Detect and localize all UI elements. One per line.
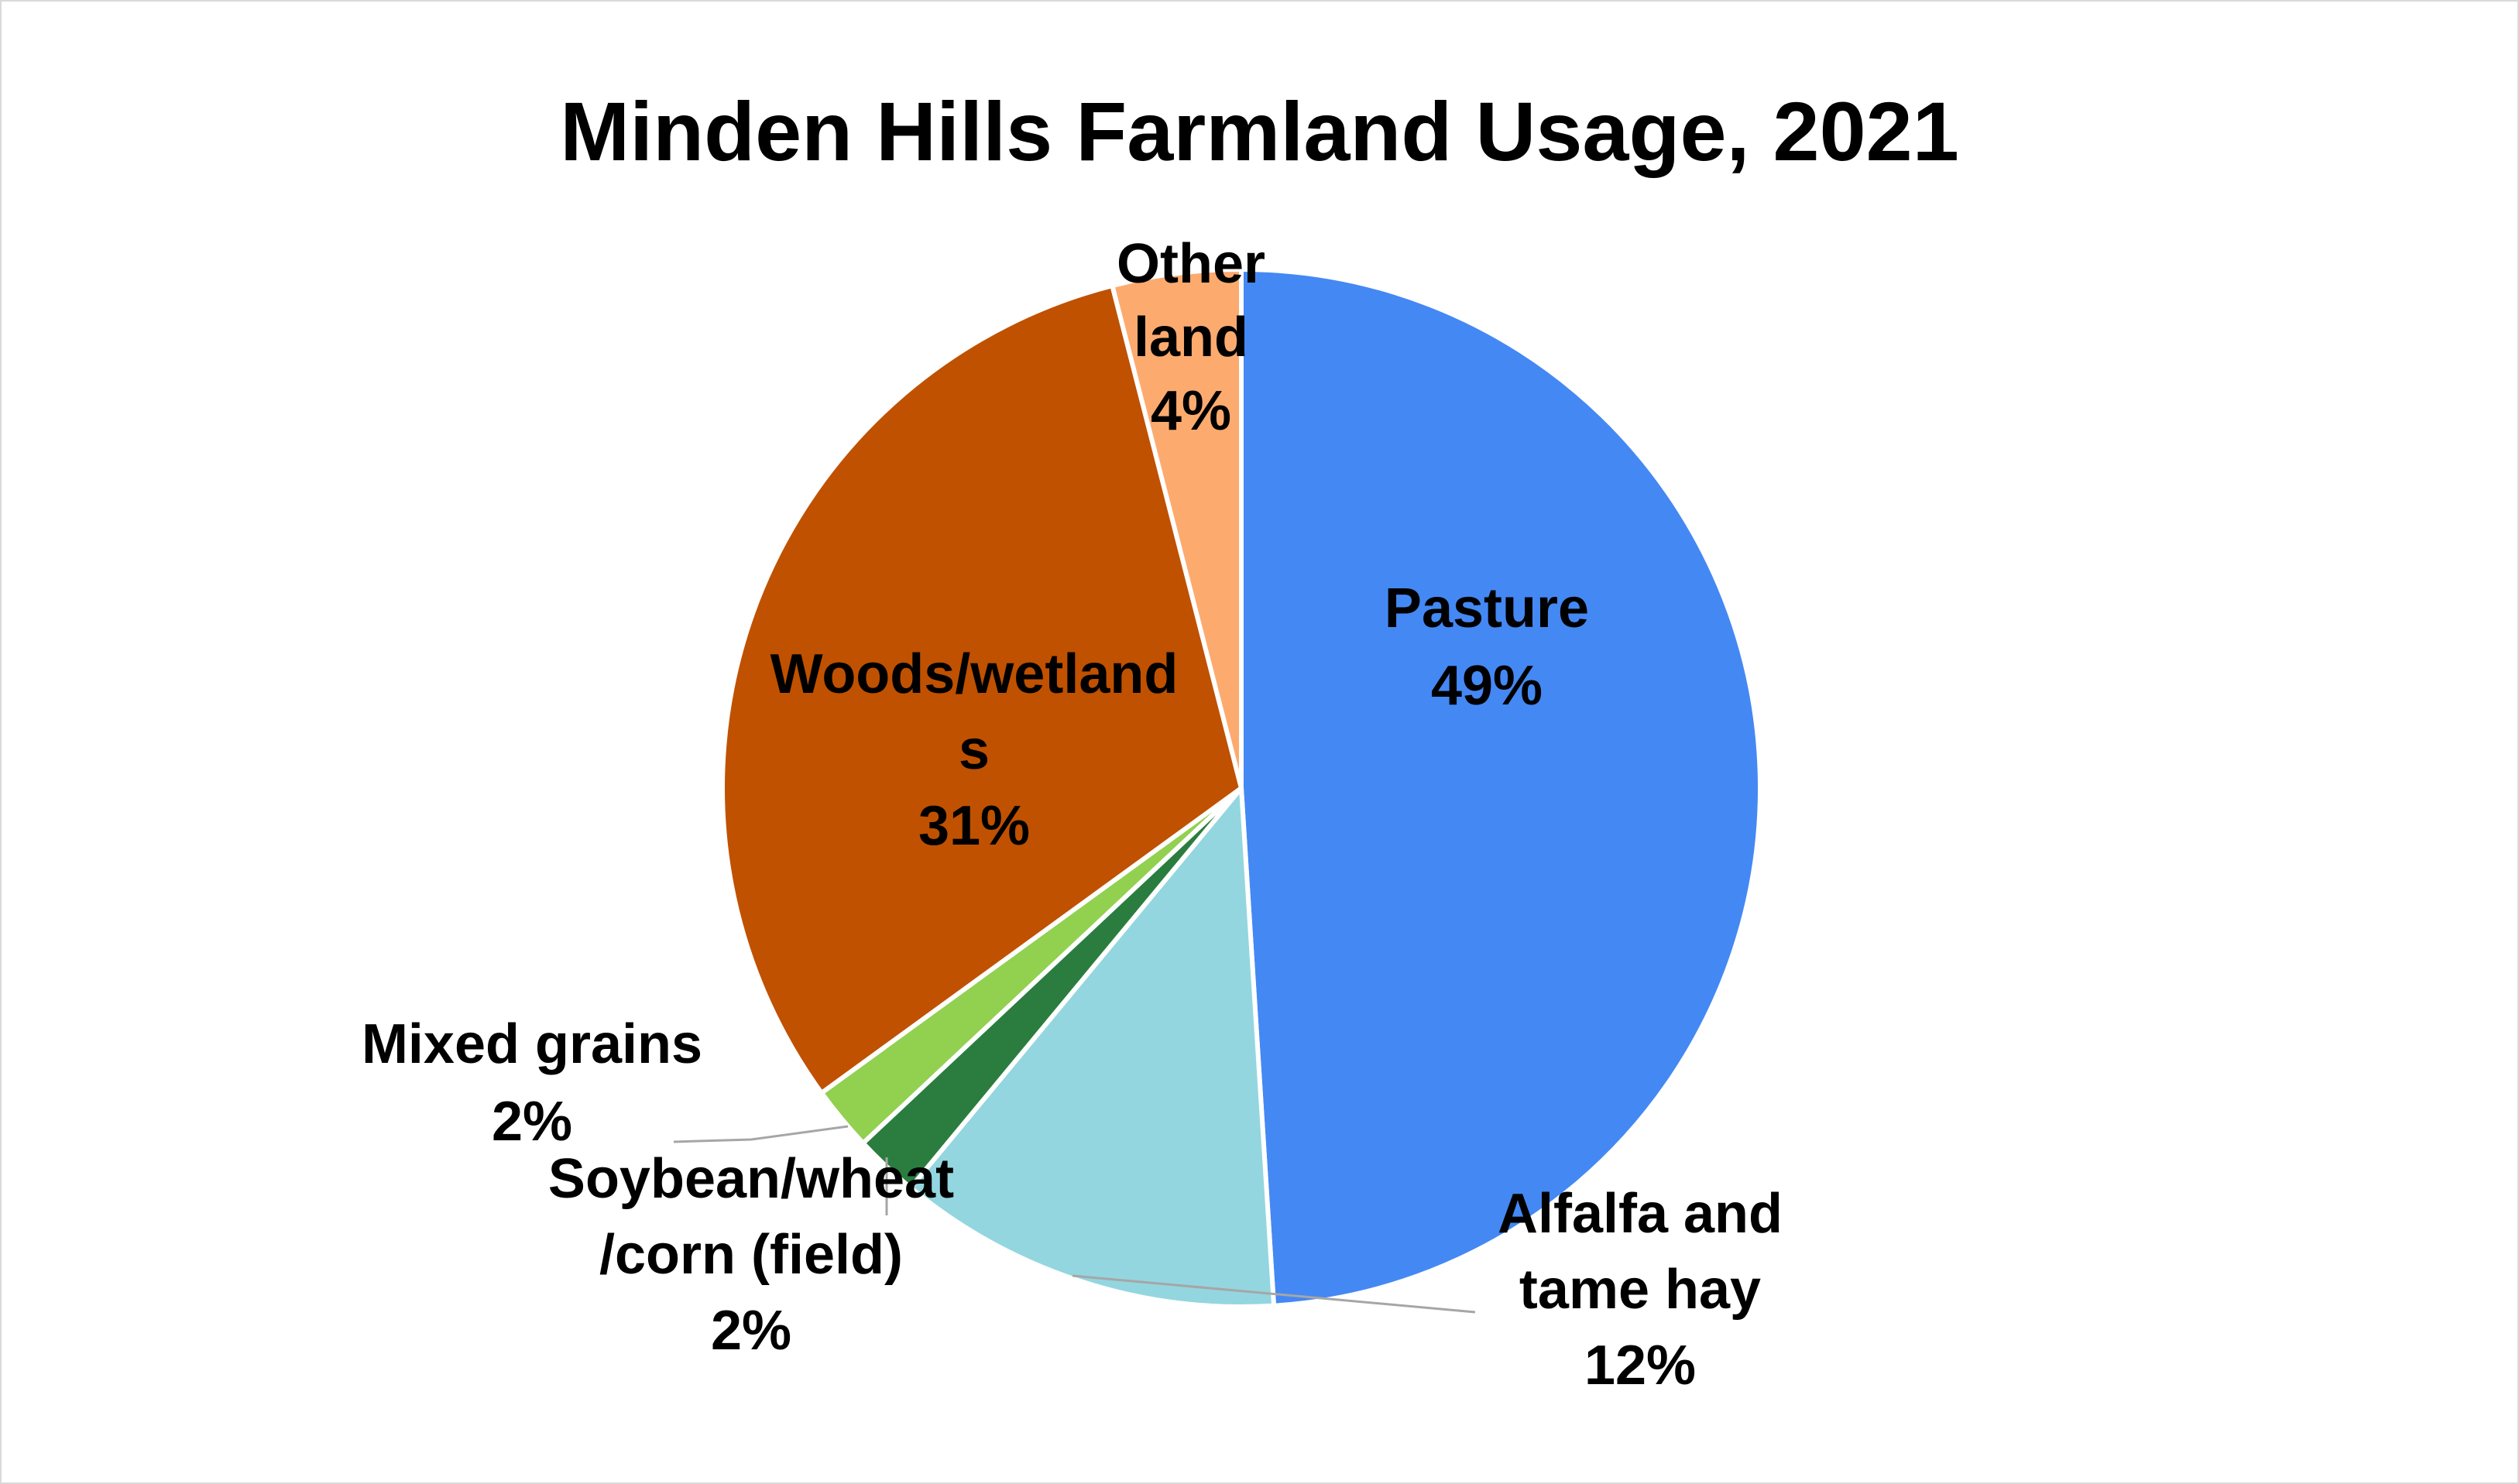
leader-line-mixed-grains bbox=[673, 1125, 849, 1143]
data-label-woods-wetlands: Woods/wetland s 31% bbox=[770, 643, 1179, 857]
data-label-alfalfa-and-tame-hay: Alfalfa and tame hay 12% bbox=[1498, 1183, 1783, 1397]
slice-labels: Pasture 49% Alfalfa and tame hay 12% Soybean/… bbox=[362, 233, 1783, 1397]
data-label-soybean-wheat-corn-field: Soybean/wheat/corn (field) 2% bbox=[548, 1148, 954, 1362]
data-label-mixed-grains: Mixed grains 2% bbox=[362, 1013, 702, 1153]
slice-other-land bbox=[1110, 267, 1244, 790]
data-label-other-land: Other land 4% bbox=[1117, 233, 1265, 442]
data-label-pasture: Pasture 49% bbox=[1385, 577, 1589, 717]
leader-line-alfalfa-and-tame-hay bbox=[1072, 1274, 1476, 1314]
slice-pasture bbox=[1239, 267, 1763, 1308]
chart-title: Minden Hills Farmland Usage, 2021 bbox=[560, 84, 1959, 178]
slice-woods-wetlands bbox=[720, 283, 1244, 1095]
leader-lines bbox=[673, 1125, 1476, 1314]
pie-slices bbox=[720, 267, 1763, 1310]
slice-alfalfa-and-tame-hay bbox=[908, 786, 1277, 1310]
